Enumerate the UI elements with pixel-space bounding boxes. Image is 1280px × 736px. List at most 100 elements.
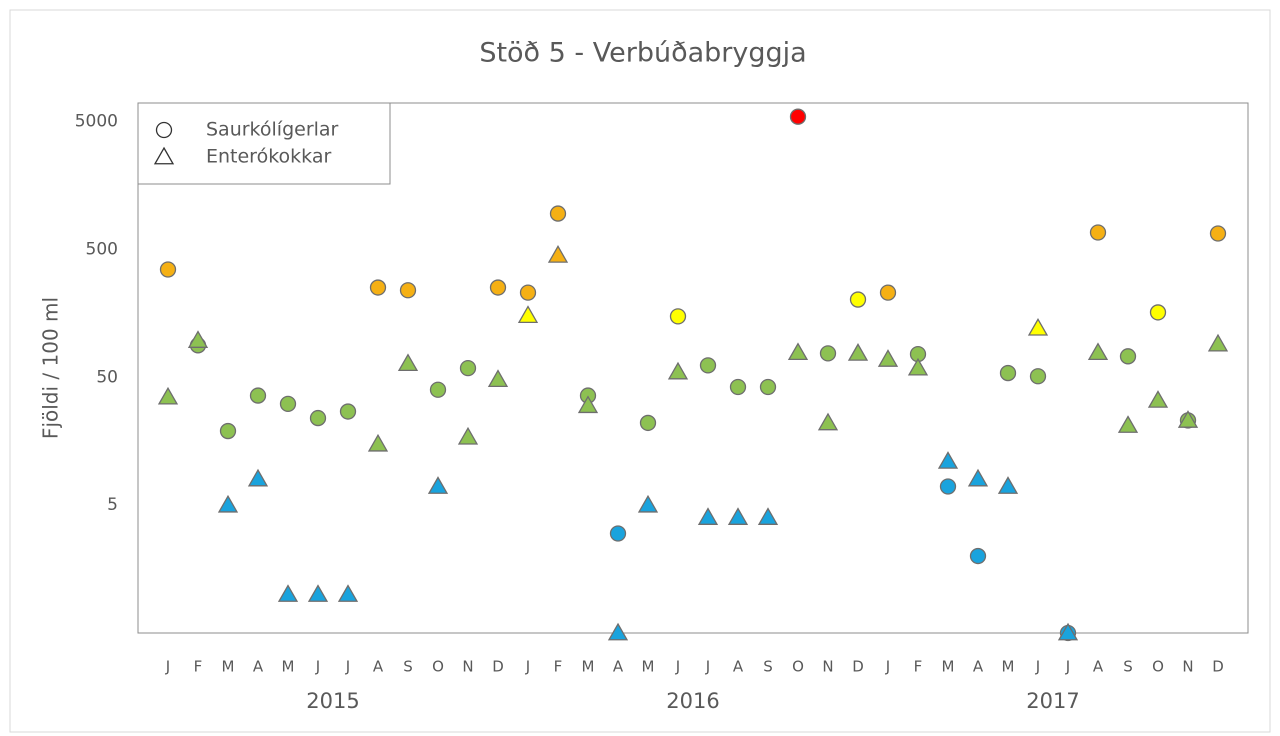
legend-label: Saurkólígerlar	[206, 119, 339, 141]
x-tick-label: M	[1002, 658, 1015, 676]
x-tick-label: A	[973, 658, 984, 676]
plot-area	[137, 102, 1249, 634]
x-tick-label: S	[403, 658, 413, 676]
x-tick-label: D	[852, 658, 864, 676]
legend-marker	[153, 146, 175, 165]
year-label: 2017	[1026, 689, 1079, 713]
x-tick-label: J	[1035, 658, 1040, 676]
point	[577, 395, 599, 414]
point	[1057, 622, 1079, 641]
point	[249, 387, 267, 404]
x-tick-label: D	[492, 658, 504, 676]
x-tick-label: F	[914, 658, 923, 676]
point	[669, 308, 687, 325]
x-tick-label: J	[165, 658, 170, 676]
point	[639, 414, 657, 432]
point	[939, 478, 957, 495]
point	[429, 381, 447, 398]
point	[729, 378, 747, 396]
y-axis-label: Fjöldi / 100 ml	[39, 297, 63, 439]
point	[157, 386, 179, 405]
x-tick-label: J	[885, 658, 890, 676]
point	[547, 245, 569, 263]
x-tick-label: S	[1123, 658, 1133, 676]
chart-title: Stöð 5 - Verbúðabryggja	[479, 38, 806, 69]
x-tick-label: J	[345, 658, 350, 676]
point	[697, 507, 719, 525]
y-tick-label: 5	[107, 495, 118, 515]
point	[309, 409, 327, 427]
point	[369, 279, 387, 296]
point	[279, 395, 297, 413]
point	[999, 364, 1017, 382]
point	[727, 507, 749, 525]
y-tick-label: 50	[96, 367, 118, 387]
y-tick-label: 500	[86, 240, 118, 260]
point	[337, 584, 359, 602]
x-tick-label: N	[1182, 658, 1193, 676]
point	[1209, 225, 1227, 242]
x-tick-label: J	[675, 658, 680, 676]
point	[1029, 368, 1047, 385]
point	[1089, 224, 1107, 241]
legend-label: Enterókokkar	[206, 146, 331, 168]
point	[1117, 415, 1139, 433]
point	[1177, 410, 1199, 428]
point	[339, 403, 357, 420]
x-tick-label: J	[315, 658, 320, 676]
point	[969, 547, 987, 565]
x-tick-label: M	[582, 658, 595, 676]
point	[159, 261, 177, 278]
point	[399, 282, 417, 299]
point	[907, 357, 929, 376]
x-tick-label: A	[733, 658, 744, 676]
point	[937, 451, 959, 469]
point	[609, 525, 627, 542]
point	[1147, 390, 1169, 408]
x-tick-label: J	[705, 658, 710, 676]
x-tick-label: A	[253, 658, 264, 676]
point	[489, 279, 507, 296]
legend-box	[137, 102, 391, 185]
point	[187, 330, 209, 348]
x-tick-label: O	[792, 658, 804, 676]
point	[457, 426, 479, 445]
point	[397, 353, 419, 372]
point	[247, 468, 269, 487]
point	[487, 369, 509, 388]
x-tick-label: O	[432, 658, 444, 676]
x-tick-label: M	[642, 658, 655, 676]
x-tick-label: O	[1152, 658, 1164, 676]
point	[1027, 317, 1049, 336]
legend-marker	[155, 121, 173, 139]
point	[667, 361, 689, 380]
point	[219, 422, 237, 440]
x-tick-label: A	[613, 658, 624, 676]
x-tick-label: J	[525, 658, 530, 676]
point	[699, 357, 717, 374]
y-tick-label: 5000	[75, 112, 118, 132]
point	[637, 494, 659, 513]
year-label: 2015	[306, 689, 359, 713]
point	[427, 476, 449, 494]
point	[847, 343, 869, 361]
x-tick-label: A	[1093, 658, 1104, 676]
point	[787, 342, 809, 361]
year-label: 2016	[666, 689, 719, 713]
point	[1207, 333, 1229, 352]
point	[789, 108, 807, 125]
point	[1119, 348, 1137, 365]
point	[1087, 342, 1109, 361]
point	[967, 468, 989, 487]
x-tick-label: S	[763, 658, 773, 676]
point	[849, 291, 867, 308]
x-tick-label: M	[282, 658, 295, 676]
point	[757, 507, 779, 525]
point	[459, 360, 477, 377]
point	[519, 284, 537, 301]
x-tick-label: F	[194, 658, 203, 676]
x-tick-label: J	[1065, 658, 1070, 676]
x-tick-label: F	[554, 658, 563, 676]
point	[759, 378, 777, 396]
point	[877, 349, 899, 367]
